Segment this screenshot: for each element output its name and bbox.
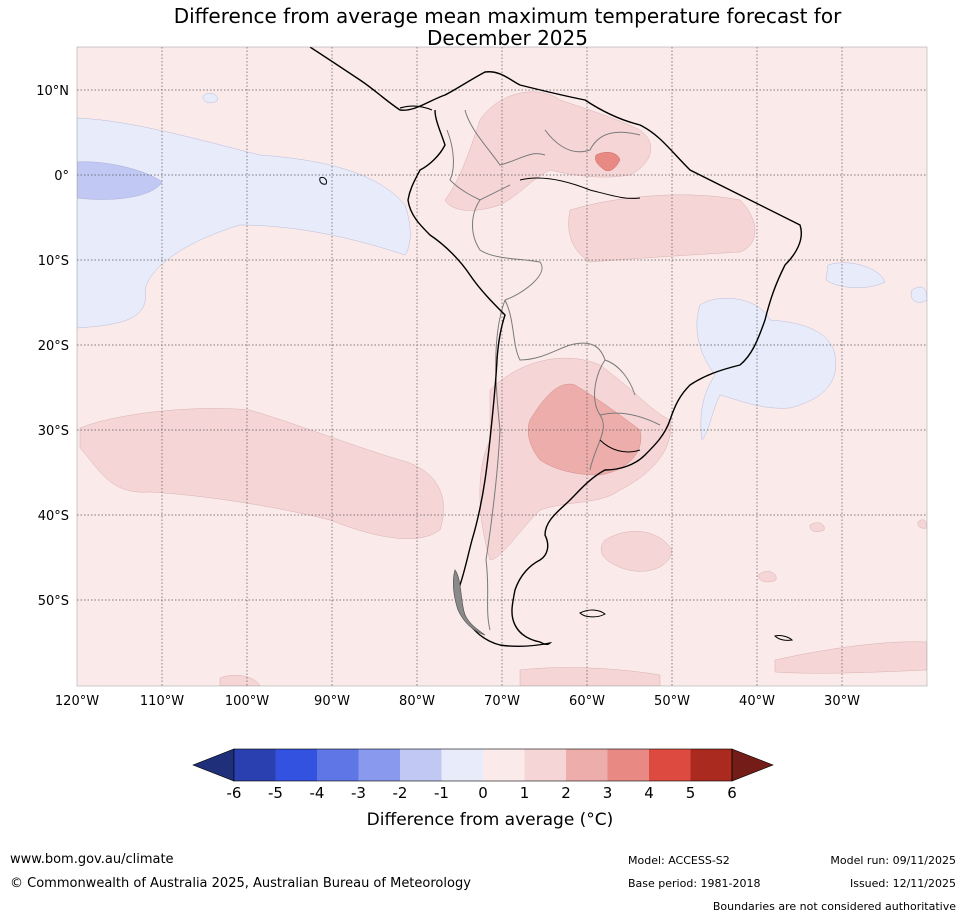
colorbar-tick: 1 xyxy=(520,784,530,802)
falkland-islands xyxy=(579,609,606,618)
map-area xyxy=(77,47,927,686)
lon-label: 100°W xyxy=(225,694,269,709)
anomaly-1-to-2-bottom-west xyxy=(219,675,261,686)
anomaly-1-to-2-islet xyxy=(809,522,825,533)
lat-label: 20°S xyxy=(38,339,69,354)
anomaly-2-to-3-southeast-south-america xyxy=(527,383,642,476)
lon-label: 60°W xyxy=(569,694,605,709)
anomaly-1-to-2-northern-south-america xyxy=(444,91,651,211)
colorbar-swatch xyxy=(690,749,732,781)
anomaly-1-to-2-far-south xyxy=(774,641,927,674)
anomaly-minus1-to-0-atlantic-small xyxy=(825,262,886,289)
lat-label: 10°N xyxy=(36,84,69,99)
colorbar-swatch xyxy=(483,749,525,781)
colorbar-swatch xyxy=(234,749,276,781)
colorbar-tick: 3 xyxy=(603,784,613,802)
colorbar-tick: 6 xyxy=(727,784,737,802)
colorbar-swatch xyxy=(566,749,608,781)
colorbar-swatch xyxy=(317,749,359,781)
colorbar-tick: 4 xyxy=(644,784,654,802)
anomaly-minus1-to-0-east xyxy=(910,286,927,303)
anomaly-2-to-3-guiana xyxy=(595,152,621,171)
colorbar-tick: -2 xyxy=(393,784,408,802)
colorbar-swatch xyxy=(358,749,400,781)
south-america-coastline xyxy=(309,47,802,647)
latitude-labels: 10°N 0° 10°S 20°S 30°S 40°S 50°S xyxy=(36,84,69,609)
colorbar-extend-low xyxy=(192,748,235,782)
anomaly-1-to-2-south-atlantic xyxy=(600,531,673,572)
title-line-2: December 2025 xyxy=(427,26,588,50)
colorbar-tick: 0 xyxy=(478,784,488,802)
colorbar-tick: -4 xyxy=(310,784,325,802)
anomaly-minus1-to-0-north xyxy=(202,93,218,104)
anomaly-1-to-2-brazil xyxy=(568,194,756,263)
country-borders xyxy=(446,109,661,631)
lon-label: 50°W xyxy=(654,694,690,709)
anomaly-minus2-to-minus1-pacific xyxy=(77,161,163,200)
anomaly-minus1-to-0-pacific xyxy=(77,117,411,329)
map-frame xyxy=(76,46,928,687)
colorbar: -6 -5 -4 -3 -2 -1 0 1 2 3 4 5 6 xyxy=(192,748,774,802)
lon-label: 110°W xyxy=(140,694,184,709)
website-link[interactable]: www.bom.gov.au/climate xyxy=(10,852,174,867)
lat-label: 10°S xyxy=(38,254,69,269)
colorbar-tick: 5 xyxy=(686,784,696,802)
galapagos-islands xyxy=(319,177,327,185)
lat-label: 50°S xyxy=(38,594,69,609)
chilean-fjords xyxy=(452,569,486,636)
colorbar-swatch xyxy=(524,749,566,781)
colorbar-tick: -6 xyxy=(227,784,242,802)
model-name: Model: ACCESS-S2 xyxy=(628,854,730,867)
colorbar-tick: -1 xyxy=(434,784,449,802)
lon-label: 80°W xyxy=(399,694,435,709)
colorbar-swatch xyxy=(400,749,442,781)
model-run-date: Model run: 09/11/2025 xyxy=(830,854,956,867)
anomaly-1-to-2-islet-2 xyxy=(757,571,777,583)
title-line-1: Difference from average mean maximum tem… xyxy=(173,4,842,28)
lon-label: 30°W xyxy=(824,694,860,709)
graticule xyxy=(77,47,927,686)
colorbar-label: Difference from average (°C) xyxy=(366,810,614,830)
colorbar-swatch xyxy=(275,749,317,781)
lat-label: 30°S xyxy=(38,424,69,439)
colorbar-extend-high xyxy=(731,748,774,782)
lon-label: 90°W xyxy=(314,694,350,709)
lat-label: 0° xyxy=(54,169,69,184)
colorbar-ticks: -6 -5 -4 -3 -2 -1 0 1 2 3 4 5 6 xyxy=(227,784,737,802)
lon-label: 40°W xyxy=(739,694,775,709)
colorbar-tick: -5 xyxy=(268,784,283,802)
colorbar-swatch xyxy=(441,749,483,781)
lat-label: 40°S xyxy=(38,509,69,524)
copyright-notice: © Commonwealth of Australia 2025, Austra… xyxy=(10,876,471,891)
base-period: Base period: 1981-2018 xyxy=(628,877,761,890)
colorbar-tick: -3 xyxy=(351,784,366,802)
anomaly-1-to-2-islet-3 xyxy=(917,519,927,529)
longitude-labels: 120°W 110°W 100°W 90°W 80°W 70°W 60°W 50… xyxy=(55,694,860,709)
boundaries-disclaimer: Boundaries are not considered authoritat… xyxy=(712,900,956,913)
anomaly-minus1-to-0-atlantic xyxy=(696,298,837,441)
chart-title: Difference from average mean maximum tem… xyxy=(0,5,965,49)
lon-label: 120°W xyxy=(55,694,99,709)
south-georgia xyxy=(774,635,794,641)
colorbar-swatch xyxy=(649,749,691,781)
anomaly-1-to-2-southeast-pacific xyxy=(79,408,444,539)
lon-label: 70°W xyxy=(484,694,520,709)
colorbar-swatch xyxy=(607,749,649,781)
colorbar-tick: 2 xyxy=(561,784,571,802)
anomaly-1-to-2-bottom xyxy=(519,667,661,686)
issued-date: Issued: 12/11/2025 xyxy=(849,877,956,890)
